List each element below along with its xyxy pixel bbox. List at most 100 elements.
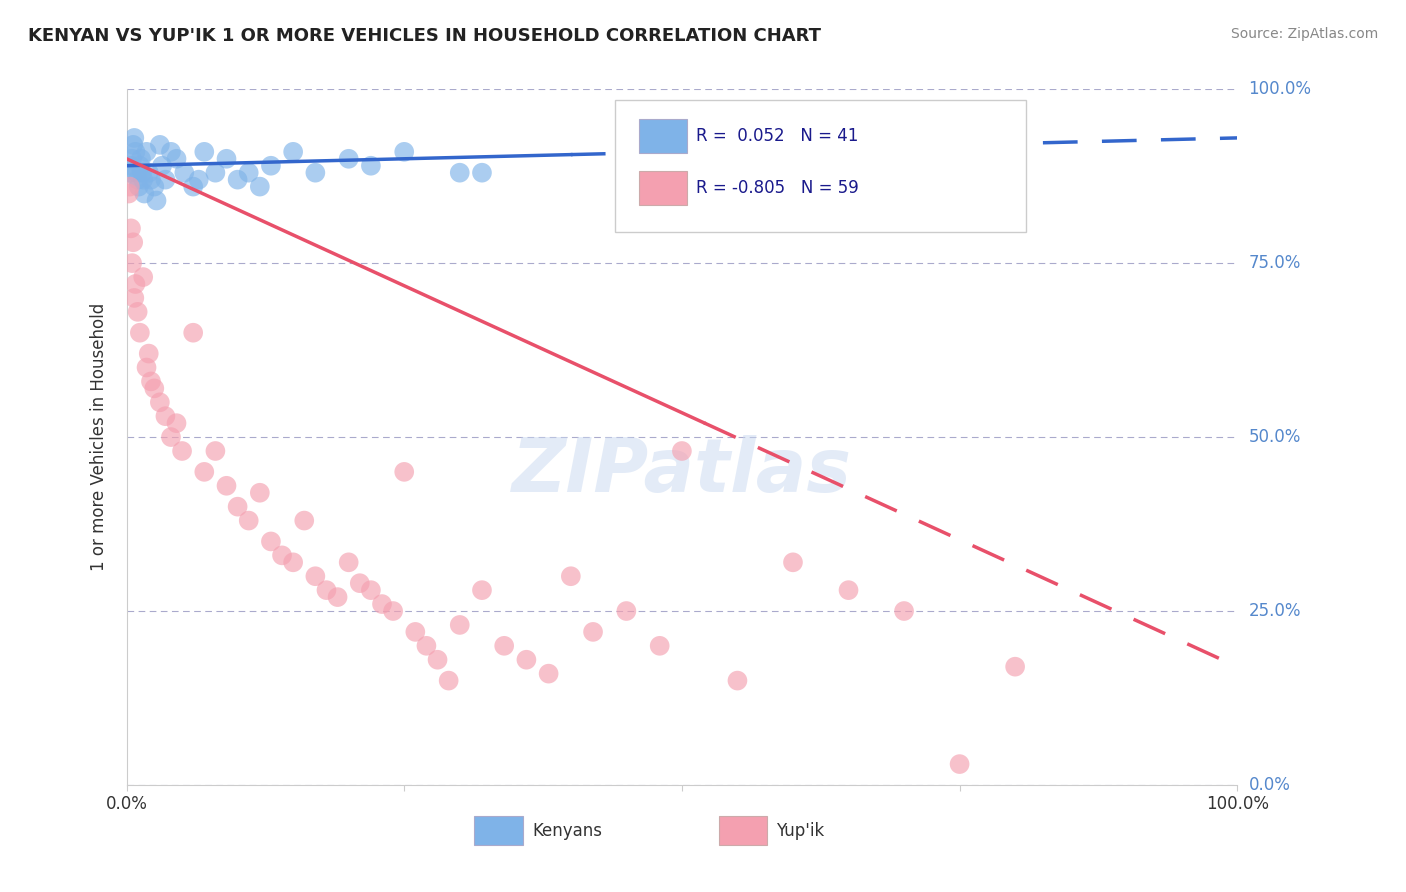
Point bbox=[360, 159, 382, 173]
Point bbox=[204, 166, 226, 180]
Text: 100.0%: 100.0% bbox=[1249, 80, 1312, 98]
Point bbox=[124, 277, 146, 291]
FancyBboxPatch shape bbox=[616, 100, 1026, 232]
Point bbox=[149, 395, 172, 409]
Point bbox=[437, 673, 460, 688]
Point bbox=[120, 221, 142, 235]
Point bbox=[260, 159, 283, 173]
Point bbox=[260, 534, 283, 549]
Point bbox=[394, 465, 416, 479]
Point bbox=[121, 256, 143, 270]
Point bbox=[138, 166, 160, 180]
Point bbox=[360, 583, 382, 598]
Point bbox=[124, 145, 146, 159]
Point bbox=[671, 444, 693, 458]
Point bbox=[326, 590, 349, 604]
Point bbox=[139, 375, 162, 389]
Point bbox=[238, 166, 260, 180]
Text: Kenyans: Kenyans bbox=[531, 822, 602, 840]
Text: KENYAN VS YUP'IK 1 OR MORE VEHICLES IN HOUSEHOLD CORRELATION CHART: KENYAN VS YUP'IK 1 OR MORE VEHICLES IN H… bbox=[28, 27, 821, 45]
Point bbox=[128, 326, 150, 340]
Point bbox=[371, 597, 394, 611]
Point bbox=[449, 166, 471, 180]
Point bbox=[292, 514, 315, 528]
Point bbox=[727, 673, 749, 688]
Point bbox=[149, 137, 172, 152]
Text: 25.0%: 25.0% bbox=[1249, 602, 1301, 620]
Point bbox=[515, 653, 537, 667]
Point bbox=[215, 479, 238, 493]
Point bbox=[193, 465, 215, 479]
Point bbox=[138, 346, 160, 360]
FancyBboxPatch shape bbox=[718, 816, 768, 846]
Point bbox=[134, 186, 156, 201]
Point bbox=[125, 166, 148, 180]
Point bbox=[166, 152, 188, 166]
Point bbox=[582, 624, 605, 639]
Point bbox=[415, 639, 437, 653]
Point bbox=[249, 179, 271, 194]
Point bbox=[494, 639, 516, 653]
Point bbox=[128, 179, 150, 194]
Point bbox=[404, 624, 426, 639]
Point bbox=[271, 549, 294, 563]
Point bbox=[127, 172, 149, 186]
Point bbox=[193, 145, 215, 159]
Point bbox=[118, 186, 141, 201]
FancyBboxPatch shape bbox=[638, 120, 688, 153]
Point bbox=[122, 235, 145, 250]
Point bbox=[139, 172, 162, 186]
Point bbox=[166, 416, 188, 430]
Point bbox=[135, 145, 157, 159]
Point bbox=[160, 430, 183, 444]
Point bbox=[160, 145, 183, 159]
Point bbox=[304, 569, 326, 583]
Point bbox=[426, 653, 449, 667]
Point bbox=[394, 145, 416, 159]
Point bbox=[121, 152, 143, 166]
Point bbox=[143, 381, 166, 395]
Point bbox=[238, 514, 260, 528]
Point bbox=[127, 305, 149, 319]
Point bbox=[118, 179, 141, 194]
Y-axis label: 1 or more Vehicles in Household: 1 or more Vehicles in Household bbox=[90, 303, 108, 571]
Text: 75.0%: 75.0% bbox=[1249, 254, 1301, 272]
Point bbox=[616, 604, 638, 618]
Point bbox=[281, 145, 304, 159]
Text: 0.0%: 0.0% bbox=[1249, 776, 1291, 794]
Text: Source: ZipAtlas.com: Source: ZipAtlas.com bbox=[1230, 27, 1378, 41]
Point bbox=[204, 444, 226, 458]
Point bbox=[782, 555, 804, 569]
Point bbox=[471, 583, 494, 598]
Point bbox=[120, 159, 142, 173]
Point bbox=[131, 166, 153, 180]
Point bbox=[226, 500, 249, 514]
Point bbox=[132, 270, 155, 285]
FancyBboxPatch shape bbox=[638, 171, 688, 205]
Point bbox=[560, 569, 582, 583]
Point bbox=[145, 194, 167, 208]
FancyBboxPatch shape bbox=[474, 816, 523, 846]
Point bbox=[124, 291, 146, 305]
Point bbox=[124, 131, 146, 145]
Point bbox=[949, 757, 972, 772]
Text: Yup'ik: Yup'ik bbox=[776, 822, 824, 840]
Point bbox=[181, 179, 204, 194]
Point bbox=[281, 555, 304, 569]
Point bbox=[172, 444, 194, 458]
Point bbox=[315, 583, 337, 598]
Point bbox=[1004, 659, 1026, 673]
Point bbox=[337, 152, 360, 166]
Point bbox=[382, 604, 405, 618]
Text: R = -0.805   N = 59: R = -0.805 N = 59 bbox=[696, 179, 859, 197]
Point bbox=[537, 666, 560, 681]
Point bbox=[155, 172, 177, 186]
Point bbox=[648, 639, 671, 653]
Point bbox=[249, 485, 271, 500]
Point bbox=[893, 604, 915, 618]
Point bbox=[215, 152, 238, 166]
Point bbox=[349, 576, 371, 591]
Point bbox=[132, 172, 155, 186]
Point bbox=[118, 166, 141, 180]
Point bbox=[838, 583, 860, 598]
